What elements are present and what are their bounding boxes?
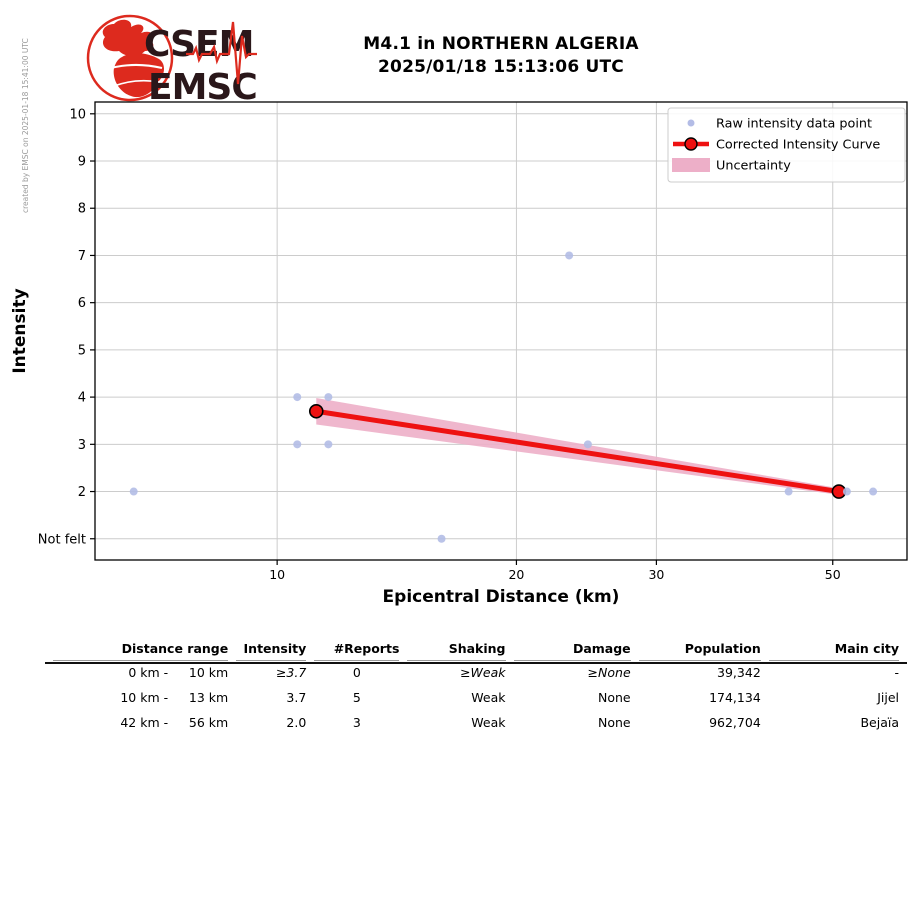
table-cell: 10 km - [120, 690, 169, 705]
title-line-1: M4.1 in NORTHERN ALGERIA [363, 34, 639, 54]
logo-africa-landmass [113, 53, 164, 98]
page-title: M4.1 in NORTHERN ALGERIA 2025/01/18 15:1… [95, 33, 907, 79]
y-tick-label: 9 [78, 155, 86, 170]
table-cell: 39,342 [717, 665, 761, 680]
raw-data-point [565, 251, 574, 260]
legend-label: Corrected Intensity Curve [716, 138, 880, 153]
raw-data-point [293, 440, 302, 449]
table-cell: 2.0 [286, 715, 307, 730]
legend: Raw intensity data point Corrected Intens… [667, 107, 906, 183]
raw-data-point [437, 534, 446, 543]
raw-data-point [842, 487, 851, 496]
table-cell: 0 [352, 665, 361, 680]
legend-point-icon [687, 119, 695, 127]
table-cell: 3.7 [286, 690, 307, 705]
table-cell: Weak [471, 690, 506, 705]
x-axis-label: Epicentral Distance (km) [382, 587, 620, 607]
col-header-main-city: Main city [768, 639, 899, 661]
intensity-distance-chart: 10 20 30 50 10 9 8 7 6 5 4 3 2 Not felt Raw intensity … [38, 101, 908, 582]
table-header-row: Distance range Intensity #Reports Shakin… [53, 639, 899, 661]
y-tick-label: 4 [78, 391, 86, 406]
plot-frame [94, 101, 908, 561]
raw-data-point [869, 487, 878, 496]
table-cell: 0 km - [128, 665, 169, 680]
table-cell: Bejaïa [860, 715, 899, 730]
table-cell: Weak [471, 715, 506, 730]
table-row: 42 km - 56 km 2.0 3 Weak None 962,704 Bejaïa [53, 711, 899, 736]
table-row: 10 km - 13 km 3.7 5 Weak None 174,134 Jijel [53, 686, 899, 711]
legend-patch-icon [672, 158, 710, 172]
legend-label: Uncertainty [716, 159, 791, 174]
logo-globe-gridline [103, 64, 163, 71]
table-header-rule [45, 662, 907, 664]
col-header-damage: Damage [513, 639, 631, 661]
x-tick-label: 20 [508, 567, 524, 582]
table-cell: 174,134 [709, 690, 761, 705]
col-header-shaking: Shaking [407, 639, 506, 661]
y-tick-label: 7 [78, 249, 86, 264]
col-header-population: Population [638, 639, 761, 661]
legend-label: Raw intensity data point [716, 117, 872, 132]
table-cell: ≥None [587, 665, 631, 680]
raw-data-point [583, 440, 592, 449]
impact-summary-table: Distance range Intensity #Reports Shakin… [45, 639, 907, 736]
col-header-distance-range: Distance range [53, 639, 229, 661]
logo-globe-gridline [113, 79, 160, 87]
col-header-reports: #Reports [314, 639, 400, 661]
x-tick-label: 50 [825, 567, 841, 582]
axis-ticks: 10 20 30 50 10 9 8 7 6 5 4 3 2 Not felt [38, 107, 841, 582]
table-cell: ≥3.7 [275, 665, 307, 680]
table-cell: 10 km [188, 665, 229, 680]
y-tick-label: 5 [78, 343, 86, 358]
raw-data-point [293, 393, 302, 402]
corrected-intensity-curve [313, 408, 842, 495]
col-header-intensity: Intensity [236, 639, 307, 661]
y-tick-label: 8 [78, 202, 86, 217]
table-cell: 42 km - [120, 715, 169, 730]
y-tick-label: 10 [69, 107, 86, 122]
y-tick-label: 3 [78, 438, 86, 453]
legend-box [667, 107, 906, 183]
title-line-2: 2025/01/18 15:13:06 UTC [378, 57, 624, 77]
curve-endpoint-marker [308, 403, 324, 419]
raw-intensity-points [129, 251, 878, 543]
legend-line-marker-icon [684, 137, 698, 151]
table-cell: Jijel [877, 690, 899, 705]
x-tick-label: 10 [269, 567, 285, 582]
table-cell: ≥Weak [460, 665, 506, 680]
y-tick-label: Not felt [38, 532, 86, 547]
raw-data-point [784, 487, 793, 496]
csem-emsc-logo: CSEM EMSC [86, 14, 258, 106]
table-cell: 56 km [188, 715, 229, 730]
y-axis-label: Intensity [10, 288, 30, 374]
logo-europe-landmass [102, 19, 154, 57]
table-cell: 962,704 [709, 715, 761, 730]
logo-seismogram-trace [186, 21, 257, 85]
table-cell: None [598, 690, 631, 705]
raw-data-point [324, 440, 333, 449]
y-tick-label: 2 [78, 485, 86, 500]
table-cell: 13 km [188, 690, 229, 705]
raw-data-point [324, 393, 333, 402]
table-row: 0 km - 10 km ≥3.7 0 ≥Weak ≥None 39,342 - [53, 661, 899, 686]
x-tick-label: 30 [648, 567, 664, 582]
table-cell: - [894, 665, 899, 680]
table-cell: None [598, 715, 631, 730]
table-cell: 5 [352, 690, 361, 705]
raw-data-point [129, 487, 138, 496]
table-cell: 3 [352, 715, 361, 730]
y-tick-label: 6 [78, 296, 86, 311]
